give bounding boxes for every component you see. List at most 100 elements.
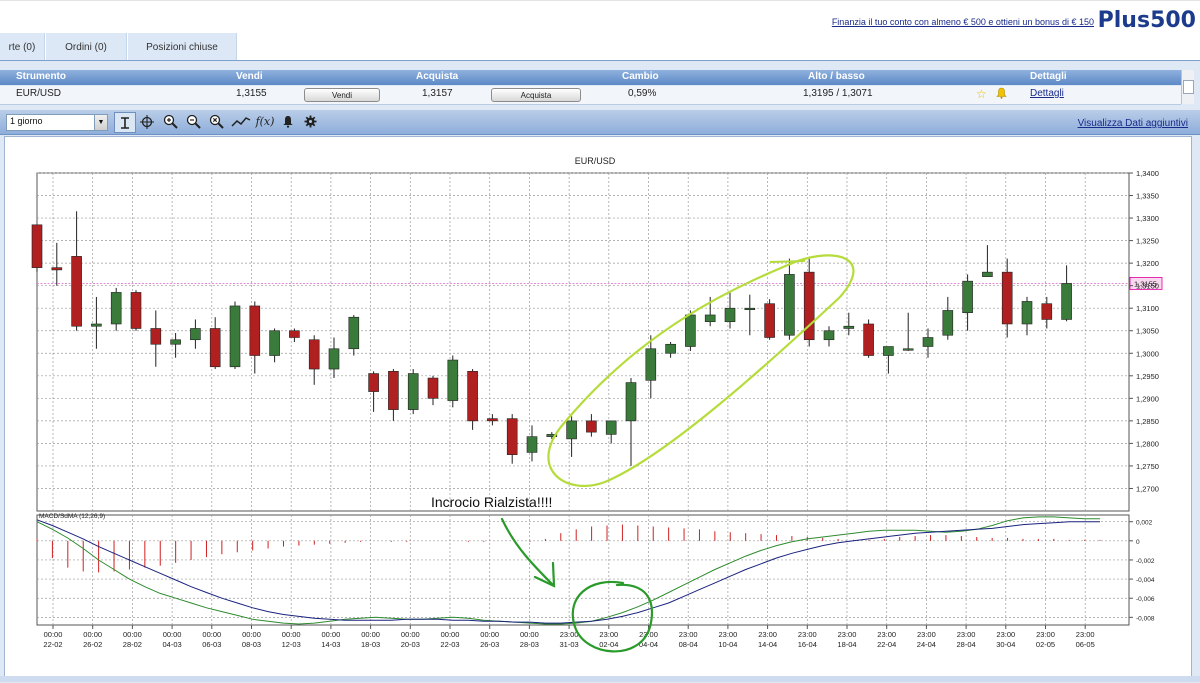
candle — [388, 369, 399, 421]
candle-body — [130, 292, 142, 329]
zoom-out-icon[interactable] — [183, 112, 203, 131]
date-tick-label: 22-02 — [43, 640, 62, 649]
candle-body — [526, 436, 538, 453]
date-tick-label: 06-03 — [202, 640, 221, 649]
candle — [506, 414, 518, 464]
favorite-star-icon[interactable]: ☆ — [976, 87, 987, 101]
candle-body — [665, 343, 676, 354]
current-price-label: 1,3155 — [1134, 279, 1157, 288]
chart-title: EUR/USD — [575, 156, 616, 166]
candle-body — [784, 274, 795, 336]
zoom-reset-icon[interactable] — [206, 112, 226, 131]
time-tick-label: 00:00 — [361, 630, 380, 639]
candle-body — [566, 420, 577, 440]
time-tick-label: 23:00 — [917, 630, 936, 639]
date-tick-label: 26-02 — [83, 640, 102, 649]
col-header-buy: Acquista — [416, 71, 459, 82]
col-header-instrument: Strumento — [16, 71, 66, 82]
tab-open-positions[interactable]: rte (0) — [0, 33, 45, 61]
price-axis: 1,34001,33501,33001,32501,32001,31501,31… — [1129, 169, 1159, 493]
scrollbar-thumb[interactable] — [1183, 80, 1194, 94]
candle — [803, 258, 815, 347]
zoom-in-icon[interactable] — [160, 112, 180, 131]
macd-tick-label: -0,008 — [1136, 615, 1155, 622]
price-tick-label: 1,2750 — [1136, 462, 1159, 471]
candle-body — [1061, 283, 1072, 320]
trendline-icon[interactable] — [229, 112, 253, 131]
candle — [71, 211, 82, 331]
candle-body — [427, 377, 439, 399]
time-tick-label: 00:00 — [83, 630, 102, 639]
macd-tick-label: 0 — [1136, 539, 1140, 546]
instrument-row[interactable]: EUR/USD 1,3155 Vendi 1,3157 Acquista 0,5… — [0, 86, 1181, 105]
date-tick-label: 24-04 — [917, 640, 936, 649]
candle-body — [605, 420, 617, 435]
tab-orders[interactable]: Ordini (0) — [46, 33, 127, 61]
details-link[interactable]: Dettagli — [1030, 88, 1064, 99]
candle-body — [269, 330, 280, 356]
candle-body — [190, 328, 201, 341]
candle-body — [229, 305, 241, 368]
tab-closed-positions[interactable]: Posizioni chiuse — [128, 33, 237, 61]
grid-scrollbar[interactable] — [1181, 70, 1194, 104]
candle-body — [467, 370, 478, 422]
candle-body — [803, 271, 815, 341]
candle — [328, 337, 340, 379]
instrument-grid-header: Strumento Vendi Acquista Cambio Alto / b… — [0, 70, 1181, 85]
price-tick-label: 1,2700 — [1136, 484, 1159, 493]
alert-bell-icon[interactable] — [278, 112, 298, 131]
candle-body — [110, 292, 122, 325]
date-tick-label: 10-04 — [718, 640, 737, 649]
candle-body — [209, 328, 221, 368]
buy-price: 1,3157 — [422, 88, 453, 99]
candle — [368, 371, 379, 412]
candle-body — [546, 434, 558, 437]
buy-button[interactable]: Acquista — [491, 88, 581, 102]
price-tick-label: 1,2950 — [1136, 372, 1159, 381]
candle-body — [150, 328, 162, 345]
date-tick-label: 31-03 — [560, 640, 579, 649]
current-price-tag — [1129, 277, 1163, 290]
date-tick-label: 04-03 — [163, 640, 182, 649]
sell-button[interactable]: Vendi — [304, 88, 380, 102]
function-icon[interactable]: f(x) — [255, 115, 275, 128]
candle — [190, 319, 201, 349]
additional-data-link[interactable]: Visualizza Dati aggiuntivi — [1077, 118, 1188, 129]
candle-body — [586, 420, 597, 433]
candle — [249, 301, 261, 374]
candle — [130, 290, 142, 331]
promo-link[interactable]: Finanzia il tuo conto con almeno € 500 e… — [831, 17, 1094, 27]
price-plot-frame — [36, 172, 1130, 512]
price-tick-label: 1,3200 — [1136, 259, 1159, 268]
candle — [526, 425, 538, 462]
candle — [289, 328, 300, 342]
top-header: Finanzia il tuo conto con almeno € 500 e… — [0, 0, 1200, 61]
candle-body — [764, 303, 775, 338]
candle — [724, 292, 736, 329]
macd-label: MACD/SdMA (12,26,9) — [39, 513, 105, 520]
candle — [1001, 258, 1013, 338]
date-tick-label: 30-04 — [996, 640, 1015, 649]
date-tick-label: 22-03 — [440, 640, 459, 649]
crossover-circle — [571, 580, 653, 653]
candle-body — [407, 373, 419, 410]
candle — [902, 312, 914, 352]
candle — [110, 287, 122, 331]
time-tick-label: 23:00 — [957, 630, 976, 639]
time-tick-label: 00:00 — [163, 630, 182, 639]
time-tick-label: 00:00 — [480, 630, 499, 639]
alert-bell-icon[interactable] — [996, 87, 1007, 102]
candle — [605, 420, 617, 444]
chevron-down-icon[interactable]: ▼ — [94, 115, 107, 130]
candlestick-chart[interactable]: EUR/USD 1,3155 1,3400 1,3350 1,3300 1,3250 1… — [5, 137, 1191, 677]
time-tick-label: 23:00 — [1076, 630, 1095, 639]
price-tick-label: 1,3050 — [1136, 327, 1159, 336]
chart-area[interactable]: EUR/USD 1,3155 1,3400 1,3350 1,3300 1,3250 1… — [4, 136, 1192, 678]
candle — [883, 346, 894, 374]
time-tick-label: 00:00 — [401, 630, 420, 639]
period-select[interactable]: 1 giorno ▼ — [6, 114, 108, 131]
settings-gear-icon[interactable] — [300, 112, 320, 131]
crosshair-icon[interactable] — [137, 112, 157, 131]
cursor-icon[interactable] — [114, 112, 136, 133]
chart-toolbar: 1 giorno ▼ f(x) Visualizza Dati aggiunti… — [0, 110, 1200, 135]
